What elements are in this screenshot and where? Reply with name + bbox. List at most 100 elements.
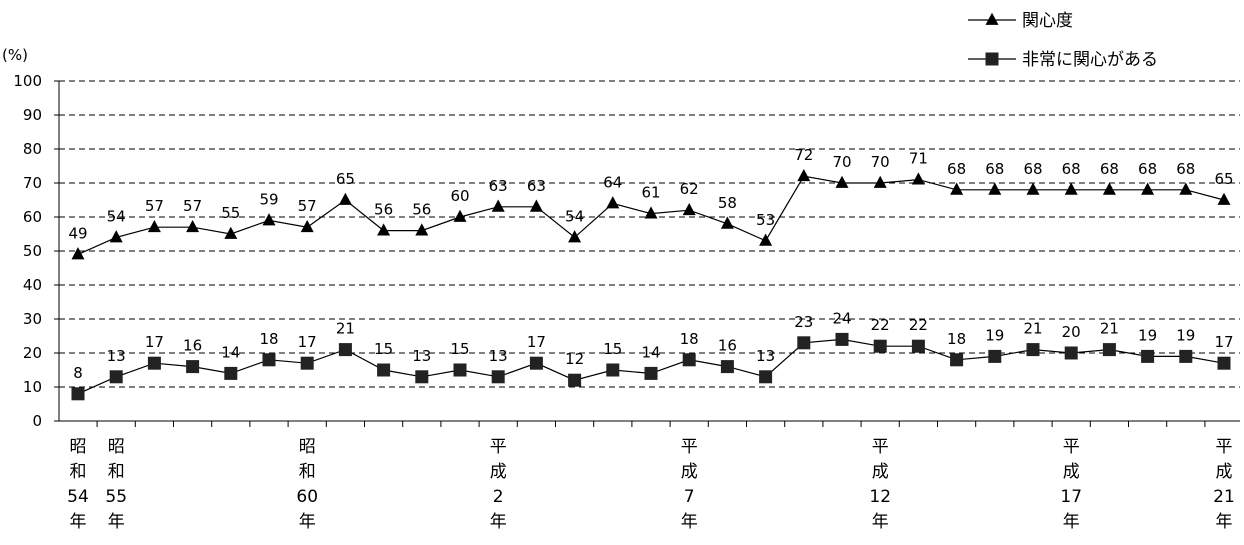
data-label: 15 [450,340,469,358]
data-label: 18 [680,330,699,348]
data-point [109,370,123,384]
series-hijouni-kanshin: 8 13 17 16 14 18 17 21 15 13 15 13 17 12 15 14 18 16 13 23 2… [71,309,1234,401]
data-label: 21 [1100,320,1119,338]
gridlines [59,80,1240,388]
data-label: 13 [412,347,431,365]
data-label: 65 [1214,170,1233,188]
data-point [453,209,467,222]
unit-label: (%) [2,46,28,64]
data-point [1179,349,1193,363]
data-point [1026,182,1040,195]
data-point [606,363,620,377]
data-point [873,339,887,353]
data-label: 68 [947,160,966,178]
data-label: 20 [1062,323,1081,341]
data-label: 68 [985,160,1004,178]
data-label: 12 [565,350,584,368]
x-tick-label: 平成 12 年 [869,437,891,532]
legend-entry: 関心度 [968,11,1073,31]
data-label: 16 [183,337,202,355]
data-point [568,373,582,387]
data-point [720,360,734,374]
data-label: 68 [1023,160,1042,178]
data-point [759,233,773,246]
data-label: 16 [718,337,737,355]
data-label: 19 [1176,326,1195,344]
data-label: 61 [641,184,660,202]
data-point [985,12,999,25]
data-label: 13 [756,347,775,365]
legend-entry: 非常に関心がある [968,50,1158,70]
data-label: 62 [680,180,699,198]
data-point [1102,182,1116,195]
data-label: 63 [527,177,546,195]
data-label: 18 [259,330,278,348]
y-tick-labels: 0 10 20 30 40 50 60 70 80 90 100 [13,72,42,430]
y-tick-label: 90 [23,106,42,124]
data-label: 60 [450,187,469,205]
data-label: 17 [145,333,164,351]
data-point [186,219,200,233]
data-label: 54 [565,207,584,225]
data-label: 54 [107,207,126,225]
data-label: 8 [73,364,83,382]
data-point [873,175,887,188]
data-label: 21 [336,320,355,338]
data-label: 24 [832,309,851,327]
data-label: 68 [1062,160,1081,178]
data-point [1064,346,1078,360]
data-point [377,223,391,236]
y-tick-label: 50 [23,242,42,260]
data-point [720,216,734,229]
data-label: 58 [718,194,737,212]
data-point [835,175,849,188]
data-point [988,182,1002,195]
data-point [911,172,925,185]
data-point [1141,182,1155,195]
data-point [491,370,505,384]
data-point [453,363,467,377]
data-point [759,370,773,384]
x-tick-label: 平成 2 年 [490,437,507,532]
data-label: 21 [1023,320,1042,338]
data-label: 56 [412,201,431,219]
y-tick-label: 10 [23,378,42,396]
data-point [1102,343,1116,357]
data-label: 13 [107,347,126,365]
y-tick-label: 80 [23,140,42,158]
legend-label: 関心度 [1022,11,1073,31]
data-label: 68 [1100,160,1119,178]
x-tick-label: 昭和 60 年 [296,437,318,532]
data-label: 72 [794,146,813,164]
legend-label: 非常に関心がある [1022,50,1158,70]
data-label: 64 [603,173,622,191]
data-label: 49 [68,224,87,242]
data-point [1026,343,1040,357]
y-tick-label: 20 [23,344,42,362]
data-point [71,387,85,401]
data-point [950,353,964,367]
data-point [606,196,620,209]
data-label: 57 [183,197,202,215]
series-kanshindo: 49 54 57 57 55 59 57 65 56 56 60 63 63 54 64 61 62 58 53 72… [68,146,1234,260]
y-tick-label: 60 [23,208,42,226]
data-label: 17 [298,333,317,351]
data-label: 68 [1176,160,1195,178]
data-point [415,223,429,236]
data-point [224,366,238,380]
data-point [682,353,696,367]
data-point [1217,356,1231,370]
data-label: 53 [756,211,775,229]
data-point [985,52,999,66]
data-label: 19 [985,326,1004,344]
data-point [835,332,849,346]
data-point [415,370,429,384]
data-label: 59 [259,190,278,208]
data-point [147,219,161,233]
data-label: 14 [641,343,660,361]
data-label: 57 [298,197,317,215]
x-tick-labels: 昭和 54 年昭和 55 年 昭和 60 年 平成 2 年 平成 7 年 平成 12 年 平成 17 年 平成 21 年 [67,437,1235,532]
data-label: 17 [1214,333,1233,351]
